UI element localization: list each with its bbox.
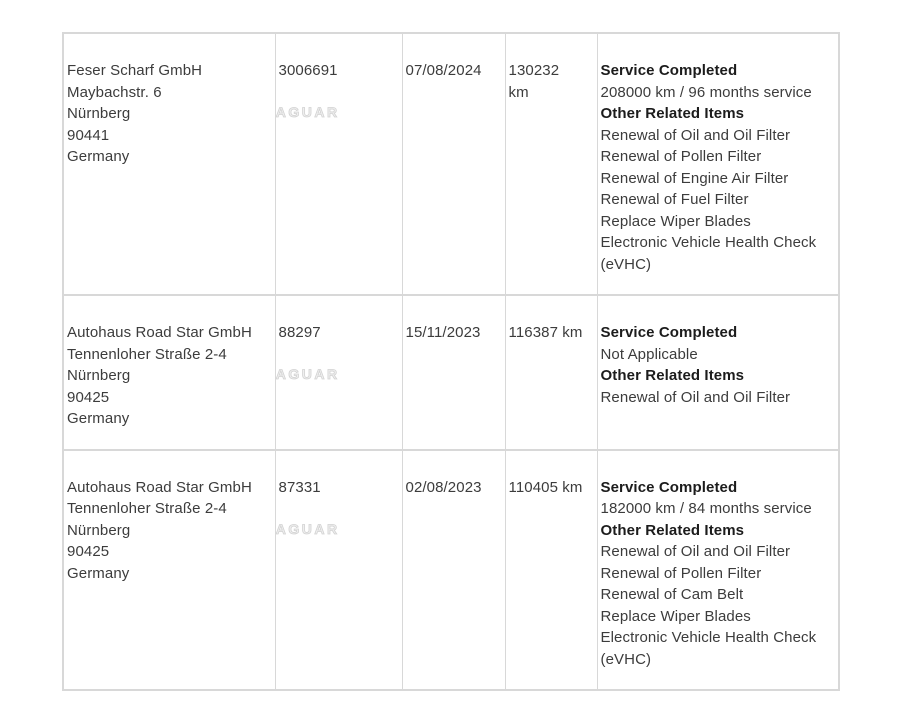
job-number-cell: 3006691 JAGUAR (274, 33, 403, 295)
service-detail-item: 208000 km / 96 months service (600, 83, 812, 101)
service-detail-item: Electronic Vehicle Health Check (eVHC) (600, 234, 817, 273)
service-detail-item: Renewal of Pollen Filter (600, 564, 762, 582)
job-number: 88297 (278, 324, 321, 341)
odometer-cell: 110405 km (504, 449, 598, 690)
service-details-heading: Other Related Items (600, 367, 745, 384)
service-detail-item: Renewal of Engine Air Filter (600, 169, 789, 187)
odometer-reading: 130232 (508, 62, 560, 79)
dealer-address-line: Nürnberg (67, 521, 131, 539)
dealer-cell: Feser Scharf GmbH Maybachstr. 6 Nürnberg 90… (62, 33, 276, 295)
dealer-address-line: Autohaus Road Star GmbH (67, 324, 252, 341)
service-detail-item: Renewal of Oil and Oil Filter (600, 388, 791, 406)
service-date-cell: 07/08/2024 (401, 33, 506, 295)
service-details-heading: Service Completed (600, 62, 738, 79)
service-record-row: Autohaus Road Star GmbH Tennenloher Straß… (62, 295, 840, 450)
service-record-row: Feser Scharf GmbH Maybachstr. 6 Nürnberg 90… (62, 33, 840, 295)
service-details-cell: Service Completed 208000 km / 96 months s… (596, 33, 840, 295)
job-number-cell: 88297 JAGUAR (274, 295, 403, 450)
dealer-cell: Autohaus Road Star GmbH Tennenloher Straß… (62, 295, 276, 450)
job-number: 87331 (278, 478, 321, 496)
service-details-heading: Other Related Items (600, 105, 745, 122)
service-date: 02/08/2023 (405, 478, 482, 496)
service-detail-item: Renewal of Oil and Oil Filter (600, 126, 791, 144)
service-record-row: Autohaus Road Star GmbH Tennenloher Straß… (62, 449, 840, 690)
job-number: 3006691 (278, 62, 338, 79)
odometer-cell: 116387 km (504, 295, 598, 450)
service-history-body: Feser Scharf GmbH Maybachstr. 6 Nürnberg 90… (62, 33, 840, 690)
jaguar-watermark: JAGUAR (275, 520, 340, 537)
dealer-address-line: Germany (67, 410, 130, 427)
service-detail-item: Electronic Vehicle Health Check (eVHC) (600, 629, 817, 668)
service-date: 15/11/2023 (405, 324, 481, 341)
dealer-address-line: Germany (67, 564, 130, 582)
odometer-reading: 110405 km (508, 478, 583, 496)
dealer-address-line: Autohaus Road Star GmbH (67, 478, 252, 496)
dealer-address-line: Tennenloher Straße 2-4 (67, 345, 227, 363)
dealer-address-line: Maybachstr. 6 (67, 83, 162, 101)
dealer-address-line: 90425 (67, 543, 110, 560)
service-details-heading: Other Related Items (600, 521, 745, 539)
service-date: 07/08/2024 (405, 62, 482, 79)
dealer-address-line: Feser Scharf GmbH (67, 62, 203, 79)
service-detail-item: Replace Wiper Blades (600, 607, 751, 625)
service-detail-item: Not Applicable (600, 345, 698, 363)
service-details-heading: Service Completed (600, 478, 738, 496)
dealer-cell: Autohaus Road Star GmbH Tennenloher Straß… (62, 449, 276, 690)
dealer-address-line: Germany (67, 148, 130, 165)
service-details-cell: Service Completed Not Applicable Other Rel… (596, 295, 840, 450)
dealer-address-line: 90441 (67, 126, 110, 144)
dealer-address-line: Nürnberg (67, 367, 131, 384)
dealer-address-line: 90425 (67, 388, 110, 406)
service-history-container: Feser Scharf GmbH Maybachstr. 6 Nürnberg 90… (62, 32, 840, 691)
service-detail-item: 182000 km / 84 months service (600, 500, 812, 517)
jaguar-watermark: JAGUAR (275, 104, 340, 121)
service-detail-item: Renewal of Fuel Filter (600, 191, 749, 208)
odometer-reading: 116387 km (508, 324, 583, 341)
service-detail-item: Renewal of Cam Belt (600, 586, 744, 603)
service-date-cell: 02/08/2023 (401, 449, 506, 690)
odometer-reading: km (508, 83, 529, 101)
dealer-address-line: Tennenloher Straße 2-4 (67, 500, 227, 517)
service-detail-item: Renewal of Oil and Oil Filter (600, 543, 791, 560)
service-details-cell: Service Completed 182000 km / 84 months s… (596, 449, 840, 690)
service-date-cell: 15/11/2023 (401, 295, 506, 450)
dealer-address-line: Nürnberg (67, 105, 131, 122)
odometer-cell: 130232 km (504, 33, 598, 295)
service-detail-item: Replace Wiper Blades (600, 212, 751, 230)
service-details-heading: Service Completed (600, 324, 738, 341)
jaguar-watermark: JAGUAR (275, 366, 340, 383)
job-number-cell: 87331 JAGUAR (274, 449, 403, 690)
service-detail-item: Renewal of Pollen Filter (600, 148, 762, 165)
service-history-table: Feser Scharf GmbH Maybachstr. 6 Nürnberg 90… (62, 32, 840, 691)
